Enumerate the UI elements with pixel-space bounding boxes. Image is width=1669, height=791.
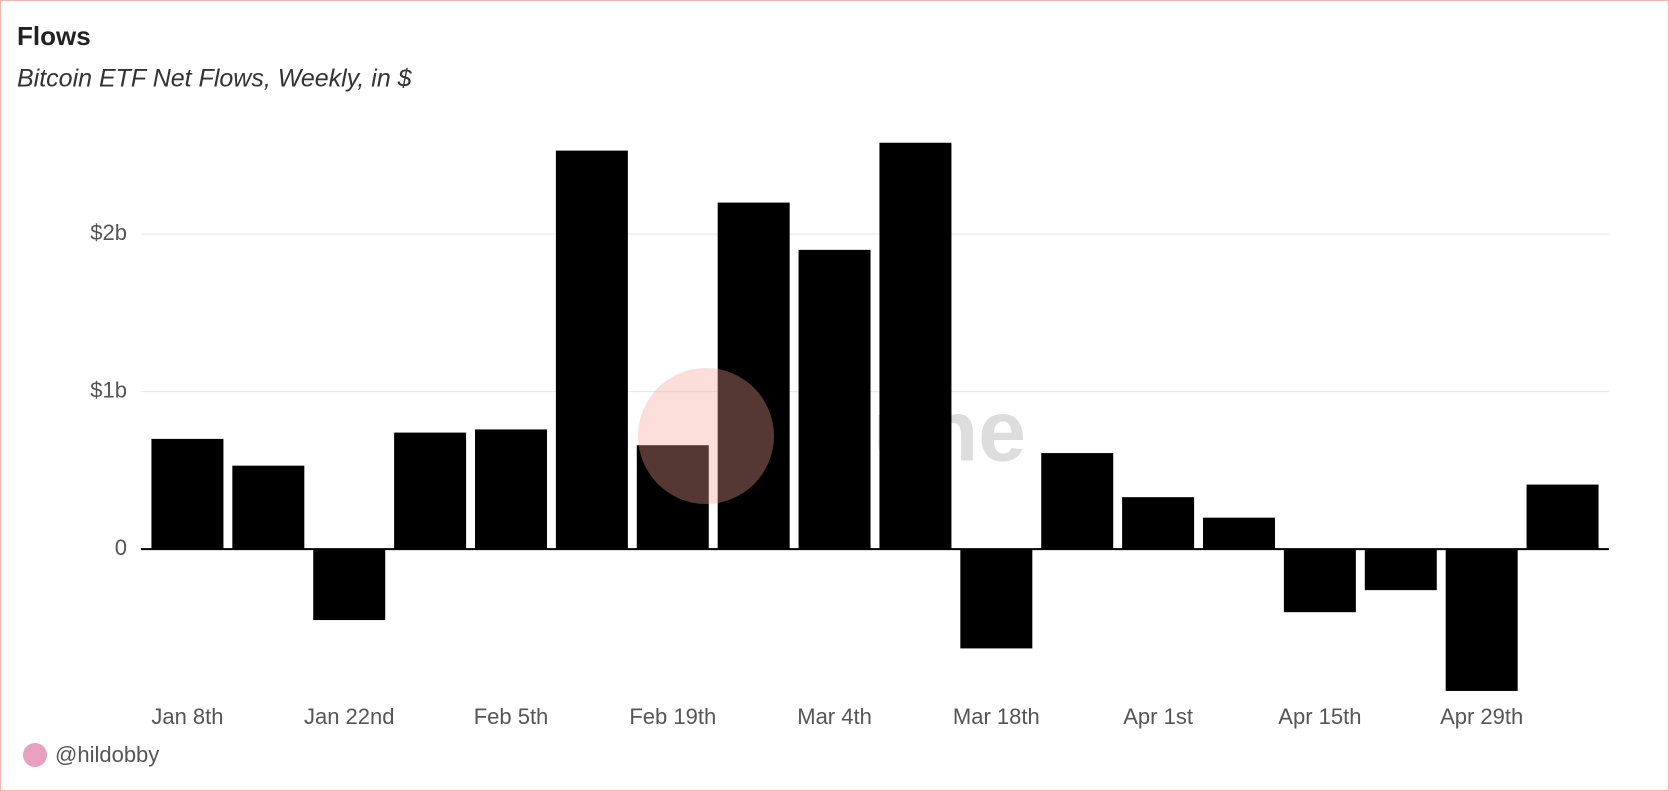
x-tick-label: Feb 5th — [474, 704, 549, 729]
y-tick-label: 0 — [115, 535, 127, 560]
bar — [798, 249, 871, 550]
bar — [313, 549, 386, 621]
bar — [1122, 497, 1195, 550]
bar — [1364, 549, 1437, 591]
x-tick-label: Mar 4th — [797, 704, 872, 729]
bar — [232, 465, 305, 550]
bar — [1526, 484, 1599, 550]
author-avatar — [23, 743, 47, 767]
x-tick-label: Mar 18th — [953, 704, 1040, 729]
x-tick-label: Apr 1st — [1123, 704, 1193, 729]
bar — [394, 432, 467, 550]
bar — [879, 142, 952, 550]
x-tick-label: Jan 22nd — [304, 704, 395, 729]
bar — [636, 445, 709, 550]
bar — [1283, 549, 1356, 613]
x-tick-label: Apr 15th — [1278, 704, 1361, 729]
x-tick-label: Feb 19th — [629, 704, 716, 729]
author[interactable]: @hildobby — [55, 742, 159, 767]
chart-title: Flows — [17, 21, 91, 51]
x-tick-label: Jan 8th — [151, 704, 223, 729]
chart-subtitle: Bitcoin ETF Net Flows, Weekly, in $ — [17, 65, 413, 93]
bar — [1445, 549, 1518, 691]
y-tick-label: $2b — [90, 220, 127, 245]
x-tick-label: Apr 29th — [1440, 704, 1523, 729]
bar — [960, 549, 1033, 649]
watermark: Dune — [811, 384, 1026, 480]
bar — [475, 429, 547, 550]
bar — [717, 202, 790, 550]
watermark-logo — [638, 368, 774, 504]
bar — [1041, 453, 1114, 550]
y-tick-label: $1b — [90, 377, 127, 402]
bar — [555, 150, 628, 550]
bar — [1203, 517, 1275, 550]
bar — [151, 438, 224, 550]
plot-area: 0 $1b $2b Jan 8th Jan 22nd Feb 5th Feb 19th Mar… — [90, 142, 1609, 729]
